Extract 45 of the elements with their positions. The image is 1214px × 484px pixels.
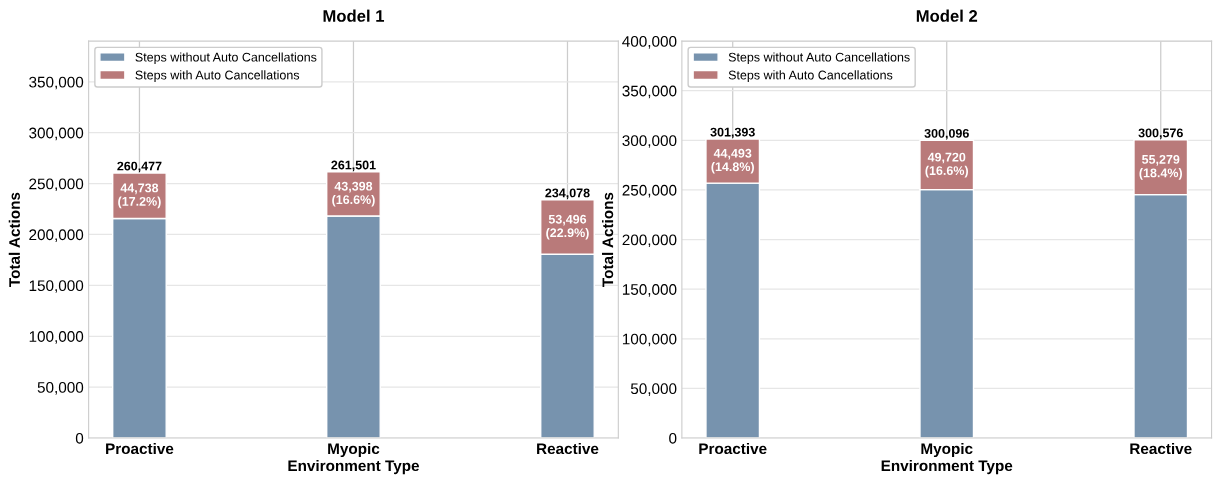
- y-tick-label: 150,000: [29, 280, 84, 293]
- y-tick-label: 100,000: [29, 331, 84, 344]
- data-label: 44,738 (17.2%): [118, 183, 161, 209]
- y-tick-label: 250,000: [29, 178, 84, 192]
- y-tick-label: 50,000: [37, 382, 84, 395]
- chart-title: Model 2: [916, 9, 978, 22]
- legend-label: Steps with Auto Cancellations: [135, 70, 300, 82]
- y-tick-label: 250,000: [622, 184, 677, 198]
- data-label: 53,496 (22.9%): [546, 214, 589, 240]
- x-tick-label: Proactive: [699, 442, 767, 455]
- y-tick-label: 300,000: [29, 127, 84, 141]
- legend-label: Steps without Auto Cancellations: [135, 52, 317, 65]
- y-tick-label: 50,000: [630, 383, 677, 396]
- x-tick-label: Myopic: [921, 442, 973, 458]
- y-tick-label: 150,000: [622, 284, 677, 297]
- data-label: 43,398 (16.6%): [332, 181, 375, 207]
- total-label: 300,576: [1138, 128, 1183, 140]
- total-label: 260,477: [117, 161, 162, 173]
- total-label: 300,096: [924, 128, 969, 140]
- y-tick-label: 300,000: [622, 135, 677, 148]
- x-tick-label: Reactive: [1130, 442, 1192, 455]
- total-label: 261,501: [331, 160, 376, 172]
- total-label: 234,078: [545, 188, 590, 200]
- y-axis-title: Total Actions: [602, 192, 614, 287]
- y-tick-label: 350,000: [622, 85, 677, 99]
- legend-label: Steps without Auto Cancellations: [728, 52, 910, 65]
- x-axis-title: Environment Type: [288, 459, 420, 475]
- y-tick-label: 200,000: [29, 229, 84, 242]
- y-tick-label: 200,000: [622, 234, 677, 248]
- data-label: 49,720 (16.6%): [925, 152, 968, 178]
- y-tick-label: 0: [75, 432, 84, 444]
- y-axis-title: Total Actions: [8, 192, 20, 287]
- x-axis-title: Environment Type: [881, 459, 1013, 475]
- data-label: 55,279 (18.4%): [1139, 154, 1183, 180]
- x-tick-label: Myopic: [328, 442, 380, 458]
- y-tick-label: 0: [669, 432, 677, 444]
- x-tick-label: Reactive: [537, 442, 599, 455]
- y-tick-label: 400,000: [622, 36, 677, 49]
- data-label: 44,493 (14.8%): [711, 148, 754, 174]
- y-tick-label: 100,000: [622, 333, 677, 347]
- legend-label: Steps with Auto Cancellations: [728, 70, 893, 82]
- x-tick-label: Proactive: [106, 442, 174, 455]
- chart-title: Model 1: [323, 9, 385, 22]
- total-label: 301,393: [710, 127, 755, 139]
- y-tick-label: 350,000: [29, 76, 84, 90]
